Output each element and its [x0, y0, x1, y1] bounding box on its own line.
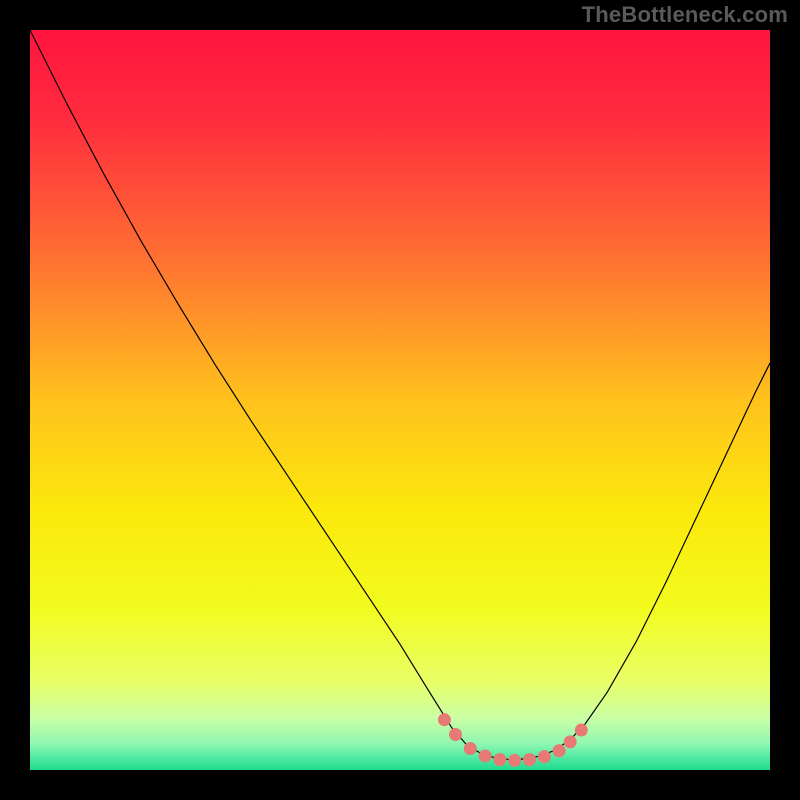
plot-area	[30, 30, 770, 770]
gradient-bg	[30, 30, 770, 770]
outer-frame: TheBottleneck.com	[0, 0, 800, 800]
chart-svg	[30, 30, 770, 770]
watermark-text: TheBottleneck.com	[582, 2, 788, 28]
